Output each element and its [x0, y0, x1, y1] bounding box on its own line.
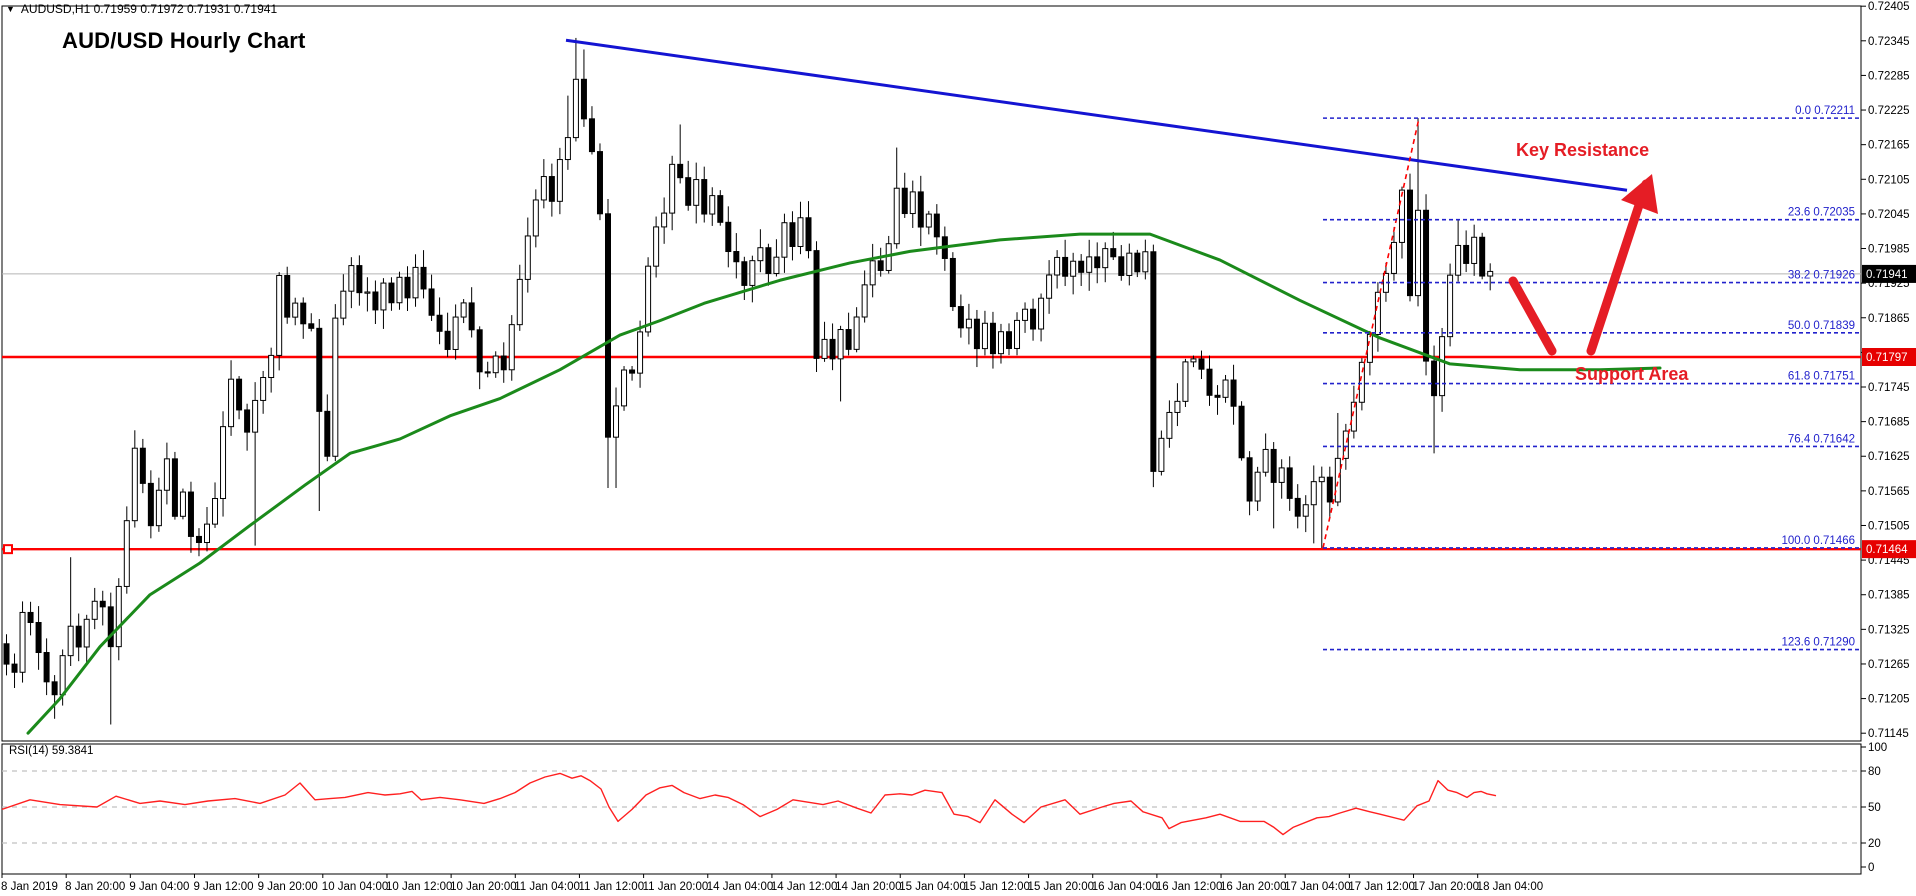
svg-text:14 Jan 04:00: 14 Jan 04:00	[707, 881, 774, 893]
svg-text:123.6 0.71290: 123.6 0.71290	[1781, 637, 1855, 649]
svg-text:0.71625: 0.71625	[1868, 451, 1910, 463]
svg-text:8 Jan 20:00: 8 Jan 20:00	[65, 881, 125, 893]
svg-text:0.71985: 0.71985	[1868, 244, 1910, 256]
svg-text:10 Jan 20:00: 10 Jan 20:00	[450, 881, 517, 893]
svg-text:0.72285: 0.72285	[1868, 70, 1910, 82]
svg-text:17 Jan 20:00: 17 Jan 20:00	[1413, 881, 1480, 893]
svg-text:14 Jan 20:00: 14 Jan 20:00	[835, 881, 902, 893]
svg-text:0.71797: 0.71797	[1866, 352, 1908, 364]
svg-text:17 Jan 12:00: 17 Jan 12:00	[1348, 881, 1415, 893]
svg-text:0.72165: 0.72165	[1868, 140, 1910, 152]
svg-text:61.8 0.71751: 61.8 0.71751	[1788, 371, 1855, 383]
svg-text:11 Jan 04:00: 11 Jan 04:00	[514, 881, 580, 893]
svg-text:15 Jan 12:00: 15 Jan 12:00	[963, 881, 1030, 893]
svg-text:0.71865: 0.71865	[1868, 313, 1910, 325]
svg-text:15 Jan 04:00: 15 Jan 04:00	[899, 881, 966, 893]
triangle-down-icon[interactable]: ▼	[6, 4, 15, 14]
svg-text:11 Jan 20:00: 11 Jan 20:00	[643, 881, 709, 893]
svg-text:0.72105: 0.72105	[1868, 174, 1910, 186]
svg-text:0.71505: 0.71505	[1868, 520, 1910, 532]
svg-text:17 Jan 04:00: 17 Jan 04:00	[1284, 881, 1351, 893]
svg-text:0.71265: 0.71265	[1868, 659, 1910, 671]
svg-text:9 Jan 04:00: 9 Jan 04:00	[129, 881, 189, 893]
svg-text:16 Jan 12:00: 16 Jan 12:00	[1156, 881, 1223, 893]
svg-text:80: 80	[1868, 766, 1881, 778]
svg-text:9 Jan 20:00: 9 Jan 20:00	[258, 881, 318, 893]
svg-text:0.71941: 0.71941	[1866, 269, 1908, 281]
svg-text:15 Jan 20:00: 15 Jan 20:00	[1028, 881, 1095, 893]
svg-text:0: 0	[1868, 862, 1874, 874]
svg-text:18 Jan 04:00: 18 Jan 04:00	[1477, 881, 1544, 893]
svg-text:11 Jan 12:00: 11 Jan 12:00	[578, 881, 644, 893]
svg-text:10 Jan 04:00: 10 Jan 04:00	[322, 881, 389, 893]
svg-text:0.72045: 0.72045	[1868, 209, 1910, 221]
svg-text:0.71325: 0.71325	[1868, 624, 1910, 636]
svg-text:8 Jan 2019: 8 Jan 2019	[1, 881, 58, 893]
svg-text:14 Jan 12:00: 14 Jan 12:00	[771, 881, 838, 893]
svg-text:0.71205: 0.71205	[1868, 694, 1910, 706]
svg-text:9 Jan 12:00: 9 Jan 12:00	[193, 881, 253, 893]
svg-text:23.6 0.72035: 23.6 0.72035	[1788, 207, 1855, 219]
svg-text:20: 20	[1868, 838, 1881, 850]
svg-text:0.72225: 0.72225	[1868, 105, 1910, 117]
svg-text:10 Jan 12:00: 10 Jan 12:00	[386, 881, 453, 893]
svg-text:0.72345: 0.72345	[1868, 36, 1910, 48]
svg-text:0.71745: 0.71745	[1868, 382, 1910, 394]
svg-text:0.71145: 0.71145	[1868, 728, 1909, 740]
svg-text:0.71565: 0.71565	[1868, 486, 1910, 498]
svg-text:0.71464: 0.71464	[1866, 544, 1908, 556]
svg-text:16 Jan 04:00: 16 Jan 04:00	[1092, 881, 1159, 893]
svg-text:16 Jan 20:00: 16 Jan 20:00	[1220, 881, 1287, 893]
svg-text:0.72405: 0.72405	[1868, 1, 1910, 13]
svg-text:0.71385: 0.71385	[1868, 590, 1910, 602]
svg-text:100: 100	[1868, 742, 1887, 754]
svg-text:50.0 0.71839: 50.0 0.71839	[1788, 320, 1855, 332]
svg-text:0.0 0.72211: 0.0 0.72211	[1795, 105, 1855, 117]
svg-text:0.71685: 0.71685	[1868, 417, 1910, 429]
svg-text:100.0 0.71466: 100.0 0.71466	[1781, 535, 1855, 547]
svg-text:76.4 0.71642: 76.4 0.71642	[1788, 433, 1855, 445]
svg-text:50: 50	[1868, 802, 1881, 814]
svg-text:38.2 0.71926: 38.2 0.71926	[1788, 270, 1855, 282]
